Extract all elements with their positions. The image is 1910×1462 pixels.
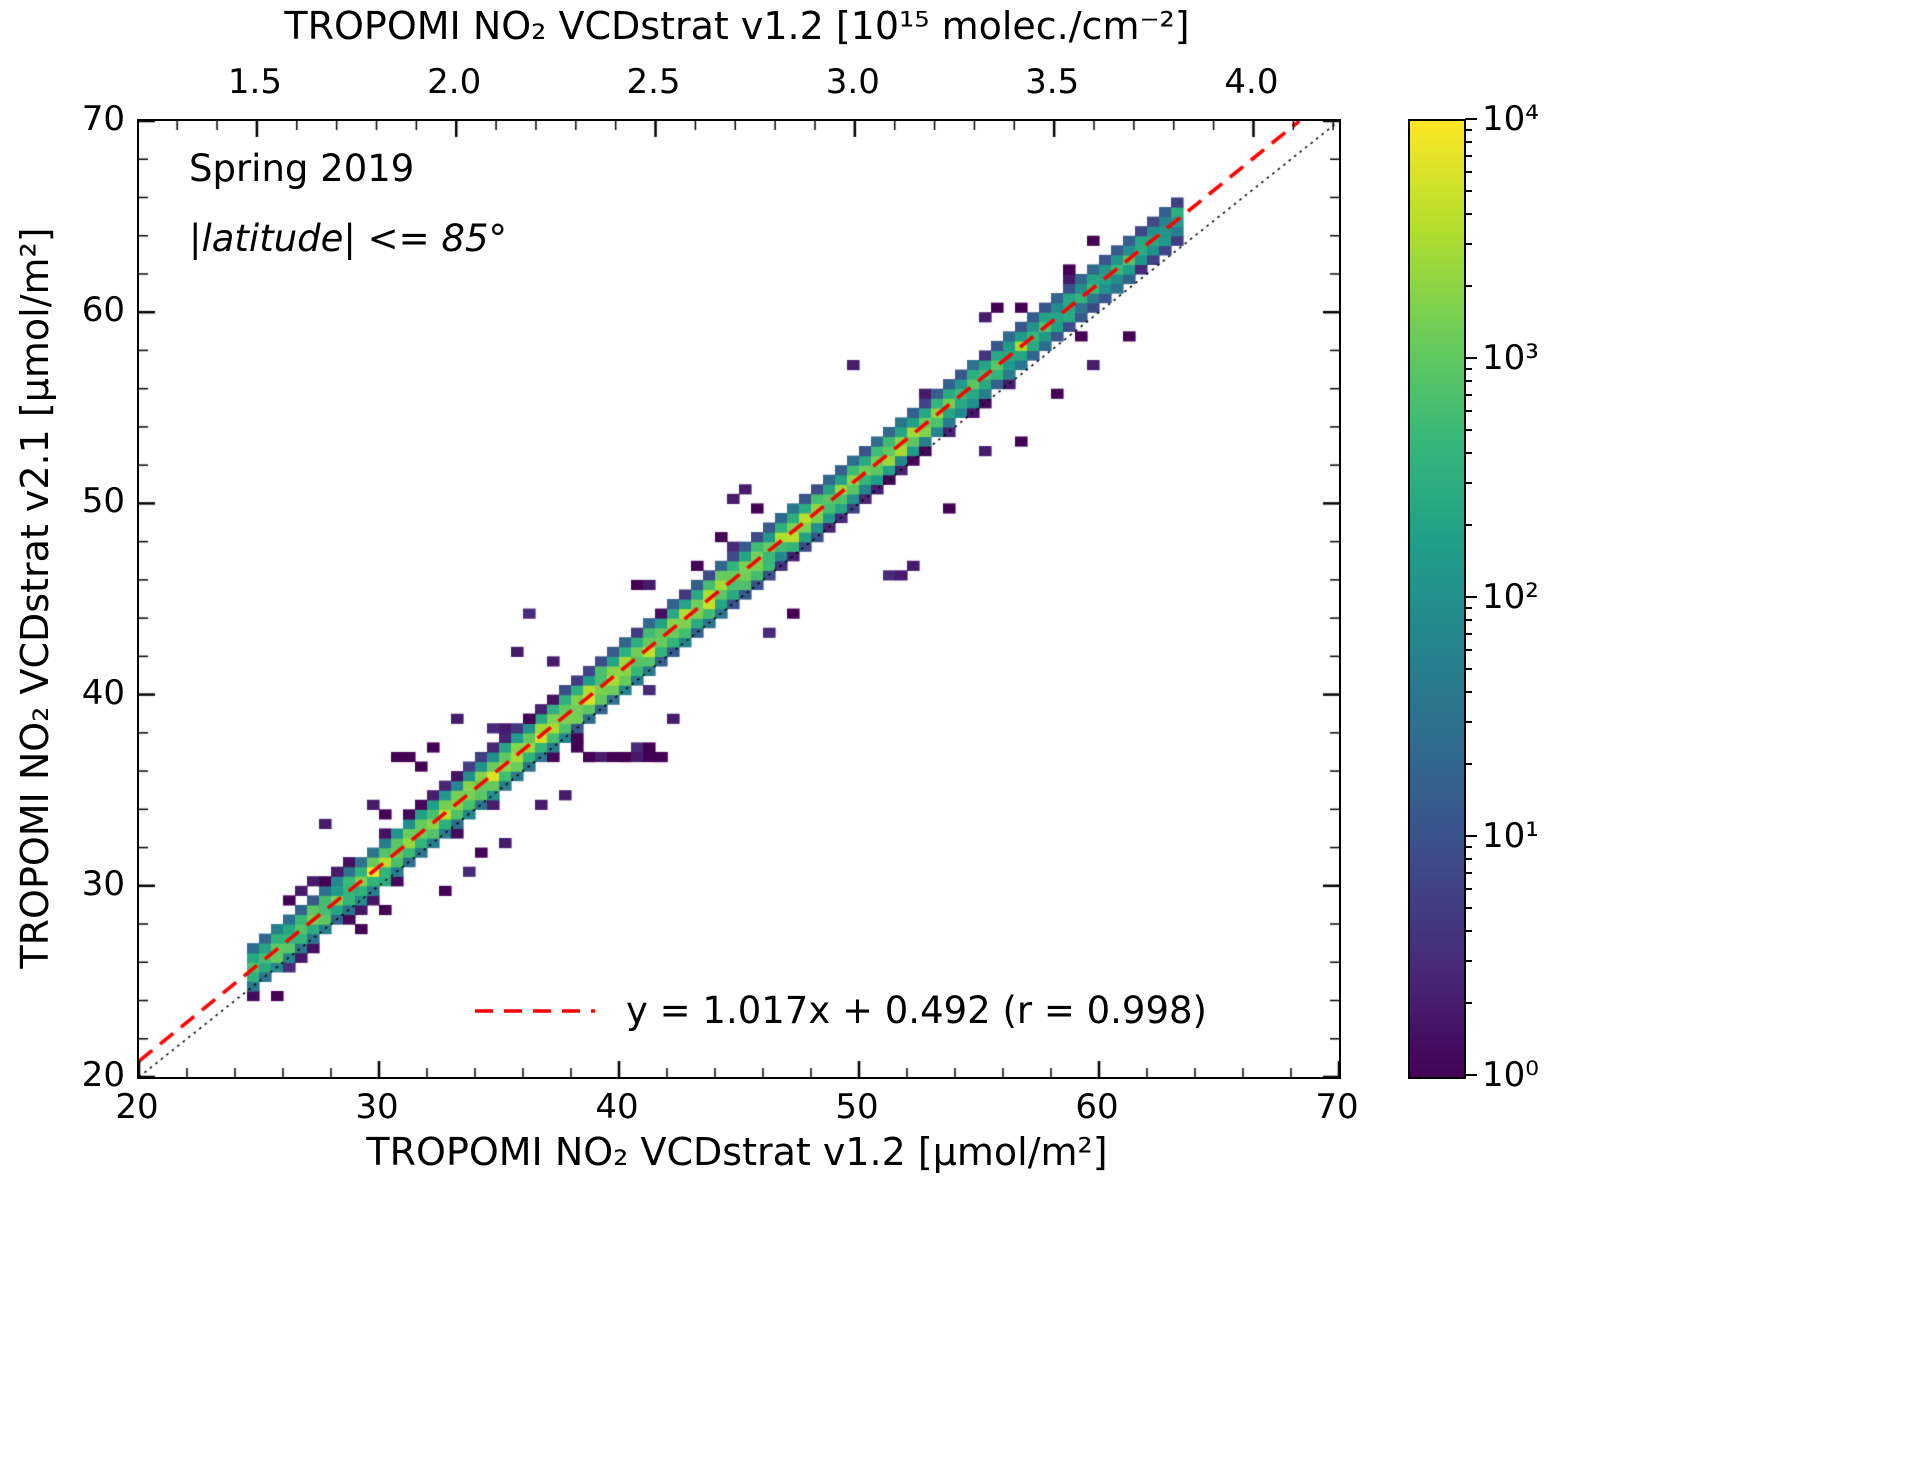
x-tick-label: 70 — [1315, 1087, 1359, 1127]
colorbar-tick — [1465, 1073, 1477, 1077]
colorbar-tick-label: 10³ — [1482, 338, 1539, 378]
x-axis-title: TROPOMI NO₂ VCDstrat v1.2 [μmol/m²] — [366, 1130, 1108, 1174]
colorbar-tick — [1465, 668, 1472, 670]
y-tick-label: 70 — [81, 99, 125, 139]
y-axis-title: TROPOMI NO₂ VCDstrat v2.1 [μmol/m²] — [13, 227, 57, 969]
y-tick-label: 40 — [81, 672, 125, 713]
colorbar-tick — [1465, 380, 1472, 382]
top-tick-label: 3.5 — [1025, 62, 1080, 102]
colorbar-tick-label: 10⁰ — [1482, 1055, 1539, 1095]
colorbar-tick — [1465, 141, 1472, 143]
colorbar-tick — [1465, 452, 1472, 454]
colorbar-tick — [1465, 763, 1472, 765]
y-tick-label: 60 — [81, 290, 125, 331]
plot-area: Spring 2019 |latitude| <= 85° y = 1.017x… — [137, 119, 1341, 1079]
top-axis-title: TROPOMI NO₂ VCDstrat v1.2 [10¹⁵ molec./c… — [284, 4, 1190, 48]
top-tick-label: 1.5 — [227, 62, 282, 102]
colorbar-tick — [1465, 872, 1472, 874]
colorbar-tick — [1465, 482, 1472, 484]
colorbar-tick — [1465, 595, 1477, 599]
legend-label: y = 1.017x + 0.492 (r = 0.998) — [626, 989, 1207, 1032]
colorbar-tick — [1465, 834, 1477, 838]
annotation-latitude: |latitude| <= 85° — [189, 217, 507, 260]
colorbar — [1408, 119, 1466, 1079]
x-tick-label: 20 — [115, 1087, 159, 1127]
legend-dash-line — [475, 1008, 595, 1013]
colorbar-tick — [1465, 846, 1472, 848]
top-tick-label: 2.5 — [626, 62, 681, 102]
colorbar-tick — [1465, 285, 1472, 287]
colorbar-tick-label: 10¹ — [1482, 816, 1539, 856]
colorbar-tick — [1465, 858, 1472, 860]
colorbar-tick — [1465, 243, 1472, 245]
fit-legend: y = 1.017x + 0.492 (r = 0.998) — [474, 989, 1207, 1032]
y-tick-label: 30 — [81, 863, 125, 904]
x-tick-label: 40 — [595, 1087, 639, 1127]
y-tick-label: 50 — [81, 481, 125, 522]
colorbar-tick — [1465, 356, 1477, 360]
heatmap-canvas — [139, 121, 1339, 1077]
colorbar-tick — [1465, 649, 1472, 651]
colorbar-tick — [1465, 129, 1472, 131]
x-tick-label: 30 — [355, 1087, 399, 1127]
colorbar-tick — [1465, 960, 1472, 962]
colorbar-tick-label: 10² — [1482, 577, 1539, 617]
colorbar-tick — [1465, 171, 1472, 173]
colorbar-tick — [1465, 619, 1472, 621]
colorbar-tick — [1465, 633, 1472, 635]
colorbar-tick — [1465, 1002, 1472, 1004]
colorbar-tick — [1465, 155, 1472, 157]
colorbar-tick — [1465, 190, 1472, 192]
colorbar-tick — [1465, 721, 1472, 723]
top-tick-label: 4.0 — [1224, 62, 1279, 102]
colorbar-tick — [1465, 607, 1472, 609]
x-tick-label: 50 — [835, 1087, 879, 1127]
x-tick-label: 60 — [1075, 1087, 1119, 1127]
colorbar-tick — [1465, 429, 1472, 431]
colorbar-tick — [1465, 117, 1477, 121]
colorbar-tick — [1465, 368, 1472, 370]
colorbar-tick — [1465, 524, 1472, 526]
colorbar-tick — [1465, 394, 1472, 396]
top-tick-label: 3.0 — [825, 62, 880, 102]
colorbar-canvas — [1410, 121, 1464, 1077]
colorbar-tick-label: 10⁴ — [1482, 99, 1539, 139]
colorbar-tick — [1465, 691, 1472, 693]
annotation-season: Spring 2019 — [189, 147, 415, 190]
colorbar-tick — [1465, 888, 1472, 890]
colorbar-tick — [1465, 930, 1472, 932]
colorbar-tick — [1465, 410, 1472, 412]
colorbar-tick — [1465, 213, 1472, 215]
y-tick-label: 20 — [81, 1055, 125, 1095]
colorbar-tick — [1465, 907, 1472, 909]
top-tick-label: 2.0 — [427, 62, 482, 102]
